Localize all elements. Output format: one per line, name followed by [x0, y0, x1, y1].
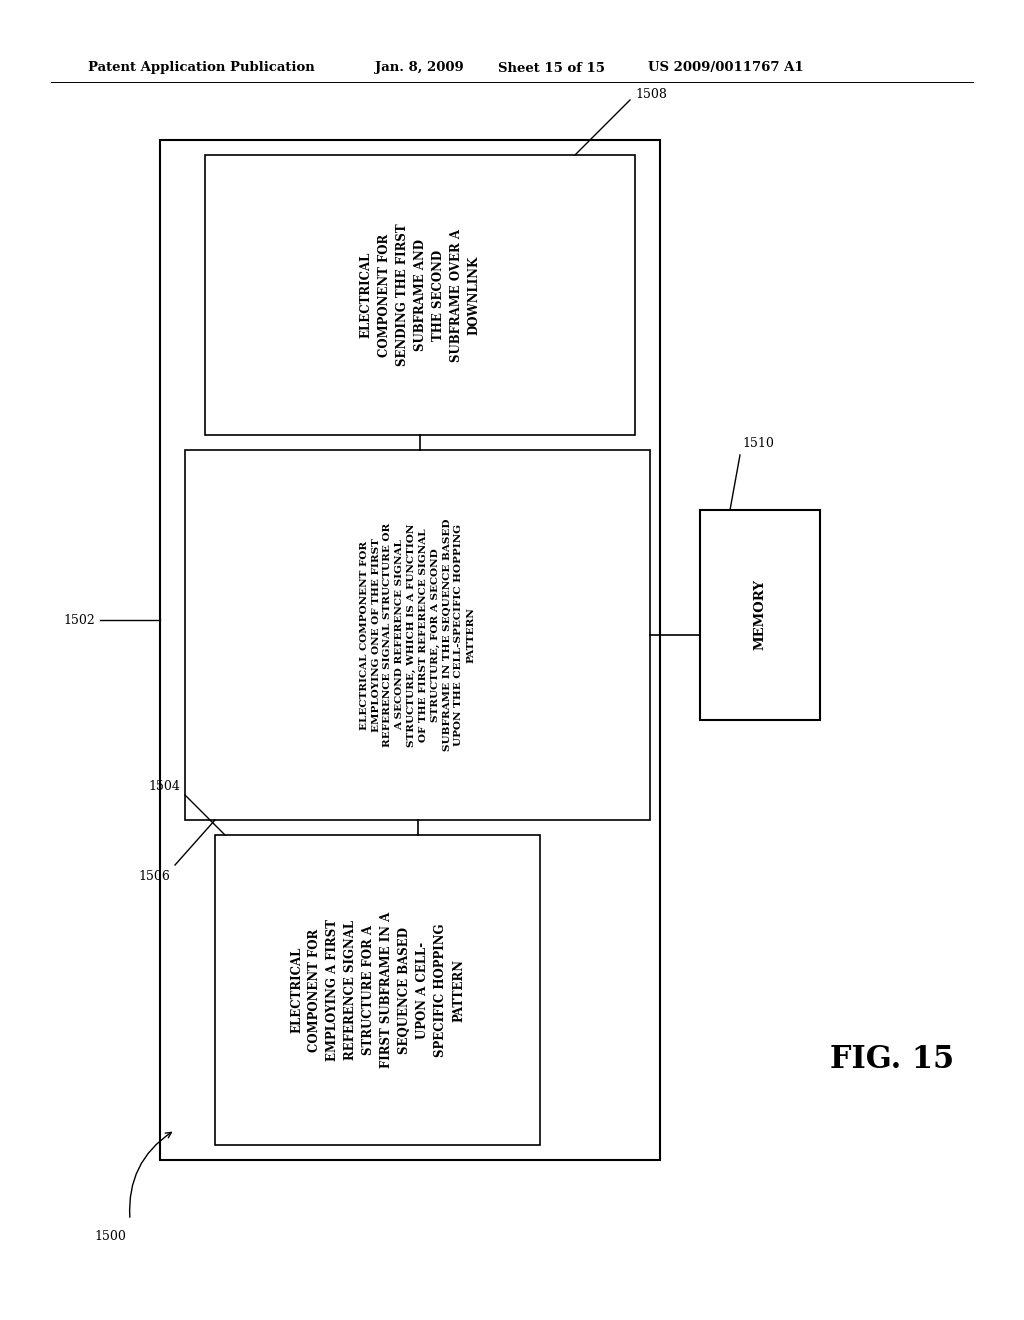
Text: Patent Application Publication: Patent Application Publication [88, 62, 314, 74]
Text: Jan. 8, 2009: Jan. 8, 2009 [375, 62, 464, 74]
Text: 1506: 1506 [138, 870, 170, 883]
Text: 1504: 1504 [148, 780, 180, 793]
Text: ELECTRICAL
COMPONENT FOR
SENDING THE FIRST
SUBFRAME AND
THE SECOND
SUBFRAME OVER: ELECTRICAL COMPONENT FOR SENDING THE FIR… [359, 223, 480, 367]
Text: US 2009/0011767 A1: US 2009/0011767 A1 [648, 62, 804, 74]
Text: Sheet 15 of 15: Sheet 15 of 15 [498, 62, 605, 74]
Text: FIG. 15: FIG. 15 [830, 1044, 954, 1076]
Text: MEMORY: MEMORY [754, 579, 767, 651]
Text: ELECTRICAL
COMPONENT FOR
EMPLOYING A FIRST
REFERENCE SIGNAL
STRUCTURE FOR A
FIRS: ELECTRICAL COMPONENT FOR EMPLOYING A FIR… [290, 912, 465, 1068]
Text: 1510: 1510 [742, 437, 774, 450]
Text: 1500: 1500 [94, 1230, 126, 1243]
Text: ELECTRICAL COMPONENT FOR
EMPLOYING ONE OF THE FIRST
REFERENCE SIGNAL STRUCTURE O: ELECTRICAL COMPONENT FOR EMPLOYING ONE O… [359, 519, 475, 751]
Text: 1508: 1508 [635, 88, 667, 102]
Text: 1502: 1502 [63, 614, 95, 627]
